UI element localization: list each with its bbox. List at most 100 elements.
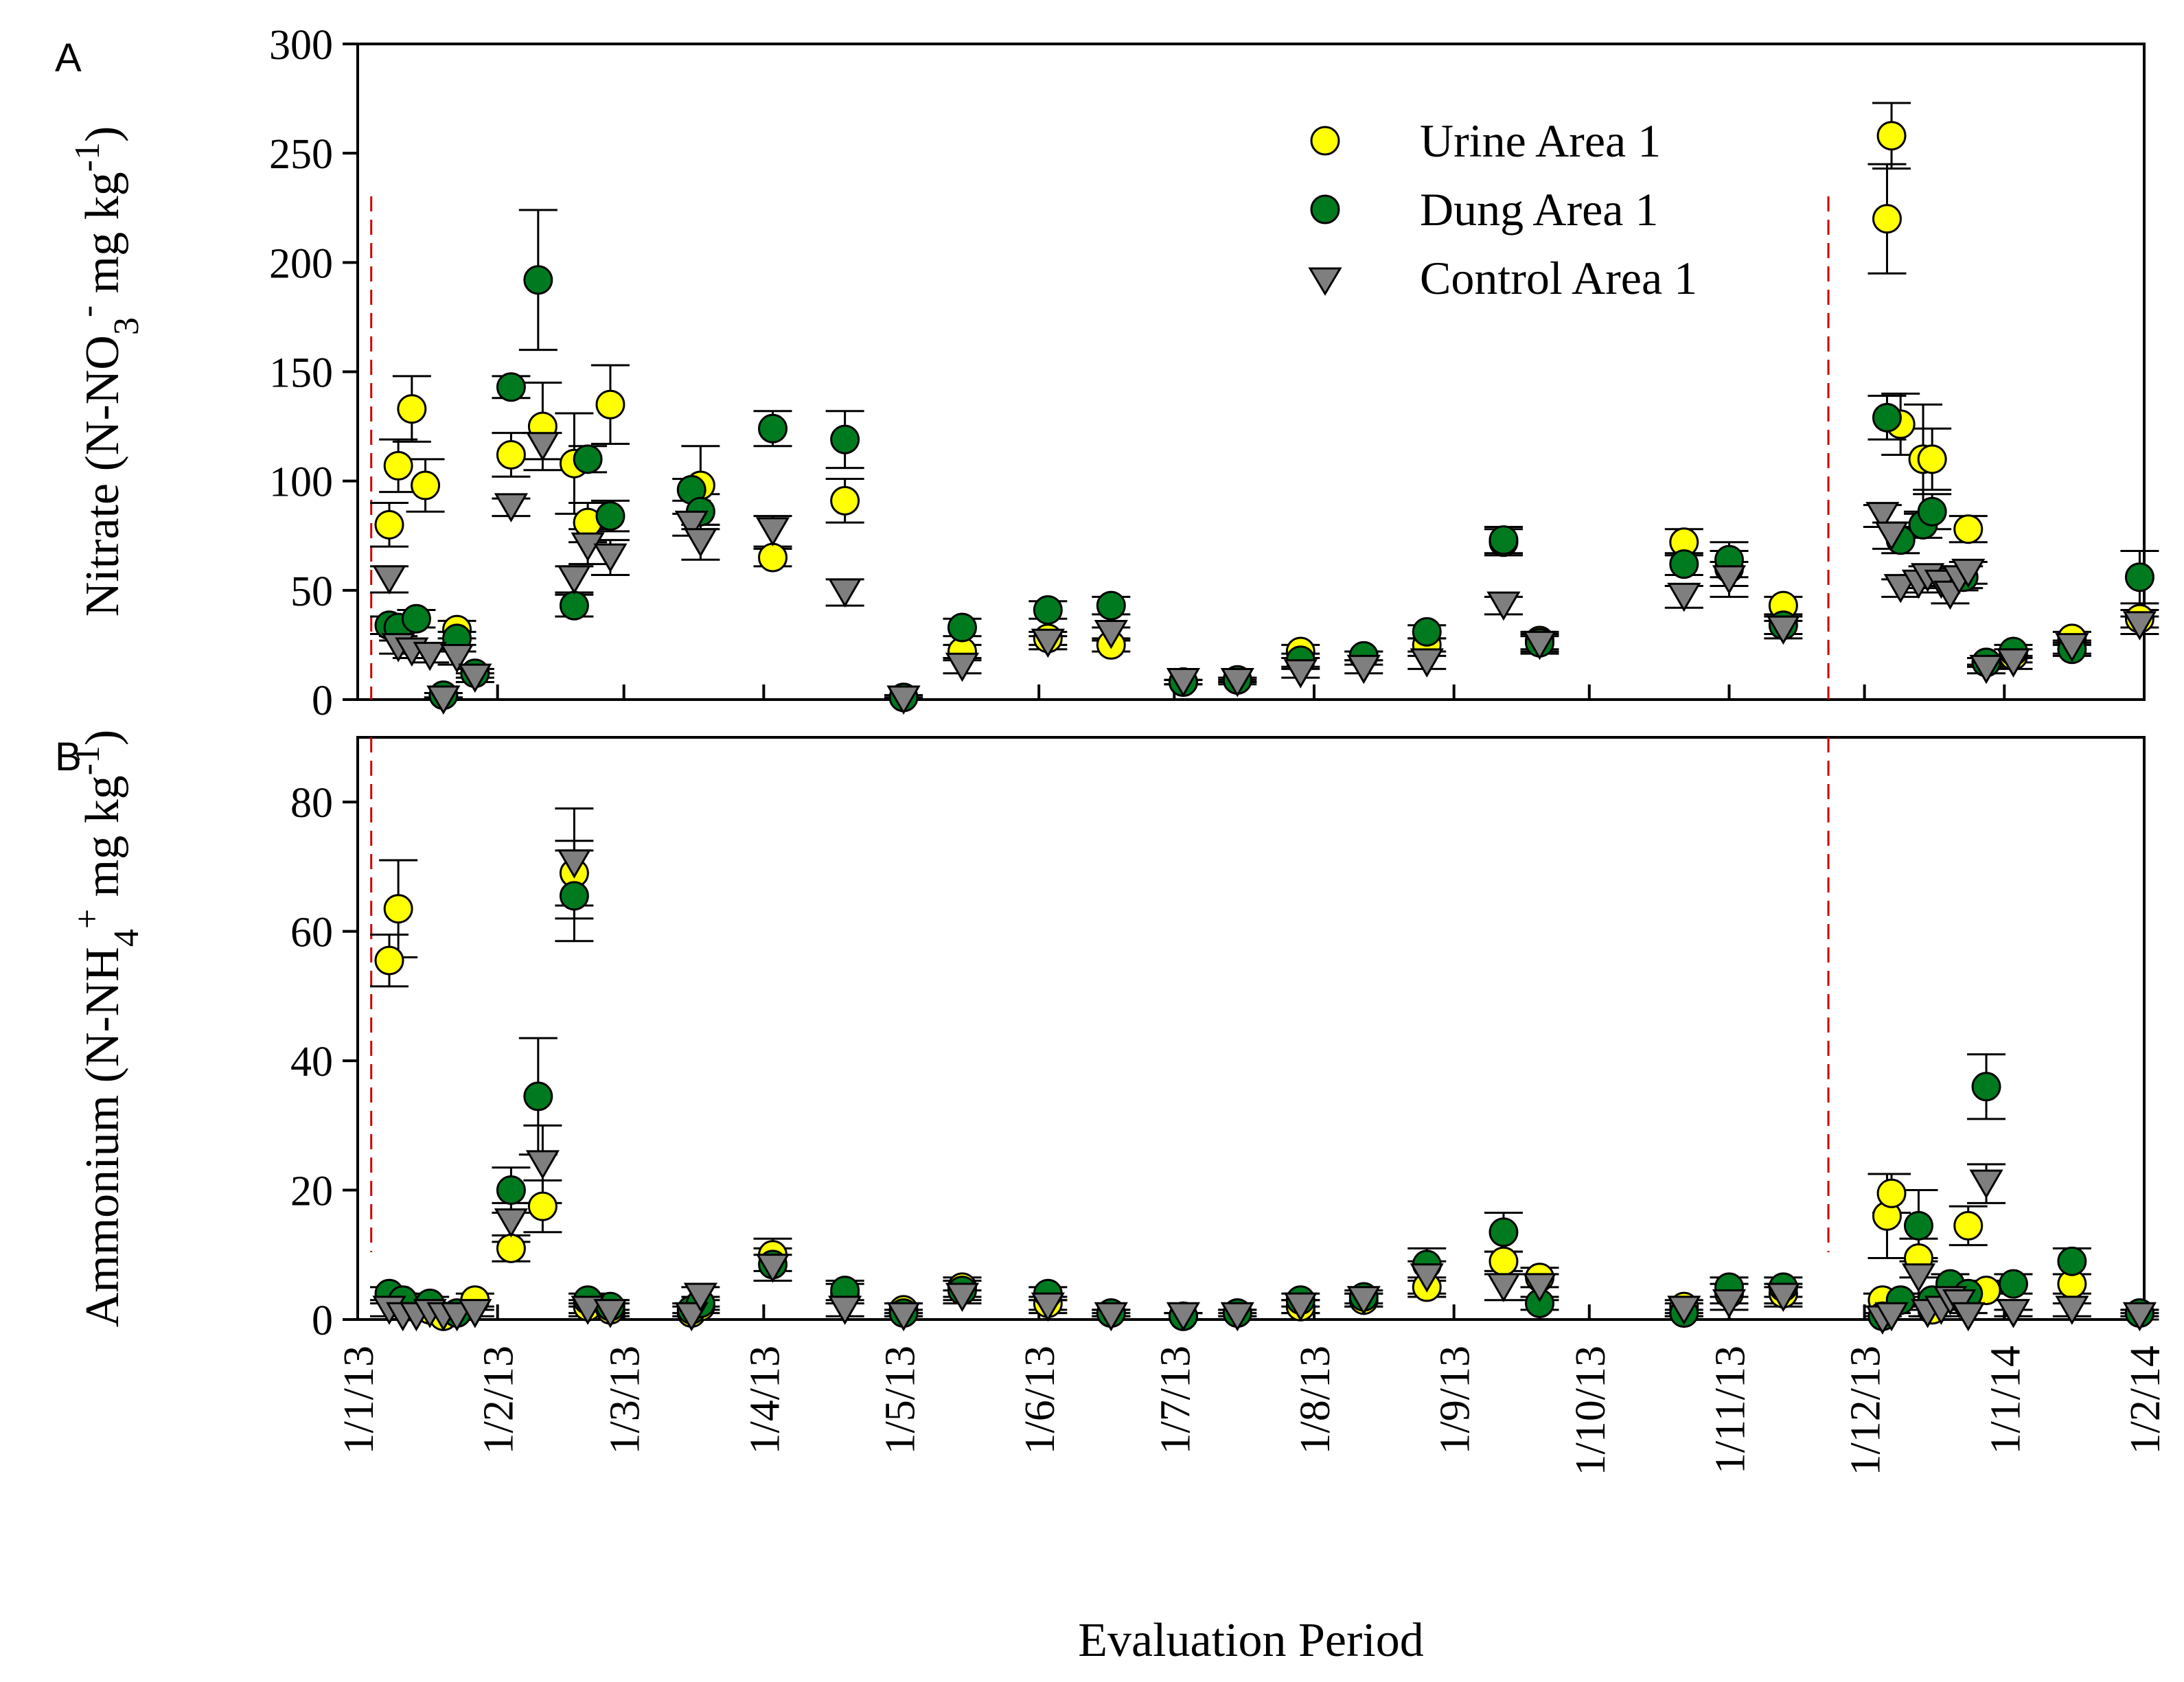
data-point-control	[1283, 659, 1318, 689]
data-point-control	[1766, 615, 1800, 645]
data-point-control	[828, 578, 862, 608]
data-point-dung	[1488, 525, 1519, 555]
data-point-control	[828, 1295, 862, 1325]
data-point-control	[1410, 1263, 1444, 1293]
panel-label-a: A	[55, 36, 82, 80]
data-point-control	[593, 543, 628, 573]
data-point-urine	[1488, 1246, 1519, 1276]
panel-label-b: B	[55, 735, 82, 779]
y-tick-label-b: 20	[290, 1168, 333, 1215]
data-point-control	[1667, 582, 1701, 612]
data-point-dung	[1872, 402, 1902, 433]
data-point-control	[2055, 1295, 2089, 1325]
data-point-control	[1031, 628, 1065, 658]
y-tick-label-a: 100	[269, 459, 333, 506]
legend: Urine Area 1 Dung Area 1 Control Area 1	[1308, 115, 1697, 304]
data-point-control	[372, 565, 406, 595]
data-point-dung	[559, 590, 589, 621]
data-point-dung	[2057, 1246, 2087, 1276]
data-point-urine	[374, 945, 404, 976]
data-point-dung	[559, 881, 589, 911]
x-tick-label: 1/5/13	[877, 1346, 923, 1454]
data-point-control	[1283, 1292, 1318, 1322]
y-tick-label-b: 60	[290, 910, 333, 956]
legend-dung-label: Dung Area 1	[1420, 183, 1658, 235]
data-point-control	[755, 1254, 790, 1283]
data-point-control	[1996, 648, 2031, 678]
data-point-control	[1220, 668, 1254, 698]
data-point-dung	[1998, 1269, 2028, 1299]
data-point-urine	[1953, 514, 1984, 544]
data-point-urine	[527, 1191, 558, 1221]
data-point-control	[571, 1295, 605, 1325]
data-point-urine	[496, 1233, 526, 1263]
data-point-dung	[758, 413, 788, 443]
data-point-control	[1996, 1299, 2031, 1328]
data-point-control	[525, 1150, 560, 1179]
data-point-control	[1094, 620, 1128, 649]
data-point-urine	[595, 389, 625, 419]
data-point-dung	[1903, 1210, 1933, 1241]
y-tick-label-a: 200	[269, 240, 333, 287]
data-point-control	[945, 652, 980, 682]
data-point-control	[1220, 1302, 1254, 1332]
data-point-dung	[1917, 496, 1947, 527]
data-point-urine	[1917, 444, 1947, 474]
data-point-urine	[1876, 121, 1907, 151]
x-tick-label: 1/8/13	[1292, 1346, 1339, 1454]
data-point-control	[439, 644, 474, 673]
data-point-dung	[523, 1081, 553, 1111]
data-point-control	[683, 528, 717, 557]
x-tick-label: 1/7/13	[1152, 1346, 1199, 1454]
data-point-control	[674, 1302, 709, 1332]
x-tick-label: 1/4/13	[742, 1346, 788, 1454]
data-point-control	[1865, 502, 1900, 531]
legend-urine-label: Urine Area 1	[1420, 115, 1661, 167]
legend-control-label: Control Area 1	[1420, 252, 1697, 304]
data-point-dung	[595, 501, 625, 531]
data-point-urine	[1953, 1210, 1984, 1241]
data-point-dung	[496, 1175, 526, 1206]
data-point-control	[1031, 1292, 1065, 1322]
data-point-control	[1969, 1169, 2003, 1199]
y-tick-label-b: 0	[312, 1298, 333, 1344]
data-point-control	[1486, 1273, 1521, 1302]
data-point-dung	[1412, 617, 1442, 647]
data-point-control	[1951, 558, 1986, 588]
data-point-urine	[411, 470, 441, 500]
data-point-control	[1874, 1302, 1909, 1332]
data-point-dung	[1488, 1217, 1519, 1247]
data-point-dung	[1669, 549, 1699, 579]
x-tick-label: 1/1/13	[336, 1346, 382, 1454]
data-point-control	[886, 1302, 921, 1332]
x-tick-label: 1/2/13	[476, 1346, 522, 1454]
x-tick-label: 1/2/14	[2122, 1346, 2169, 1454]
x-tick-label: 1/9/13	[1432, 1346, 1479, 1454]
y-tick-label-a: 150	[269, 350, 333, 397]
data-point-control	[413, 641, 447, 671]
data-point-dung	[401, 603, 431, 634]
x-tick-label: 1/10/13	[1567, 1346, 1614, 1475]
data-point-control	[1667, 1295, 1701, 1325]
x-tick-label: 1/12/13	[1843, 1346, 1889, 1475]
data-point-control	[2122, 611, 2157, 641]
data-point-control	[2055, 633, 2089, 663]
x-tick-label: 1/3/13	[602, 1346, 649, 1454]
data-point-control	[1346, 654, 1381, 684]
data-point-control	[1951, 1302, 1986, 1332]
data-point-control	[1166, 668, 1201, 698]
data-point-urine	[1876, 1178, 1907, 1208]
legend-urine-marker	[1310, 126, 1340, 156]
data-point-control	[426, 685, 461, 715]
data-point-urine	[383, 450, 413, 481]
data-point-urine	[830, 485, 860, 516]
data-point-control	[755, 517, 790, 546]
data-point-control	[886, 685, 921, 715]
data-point-control	[674, 510, 709, 540]
data-point-control	[1410, 648, 1444, 678]
data-point-control	[1883, 574, 1918, 603]
y-tick-label-b: 40	[290, 1039, 333, 1085]
data-point-control	[683, 1282, 717, 1313]
